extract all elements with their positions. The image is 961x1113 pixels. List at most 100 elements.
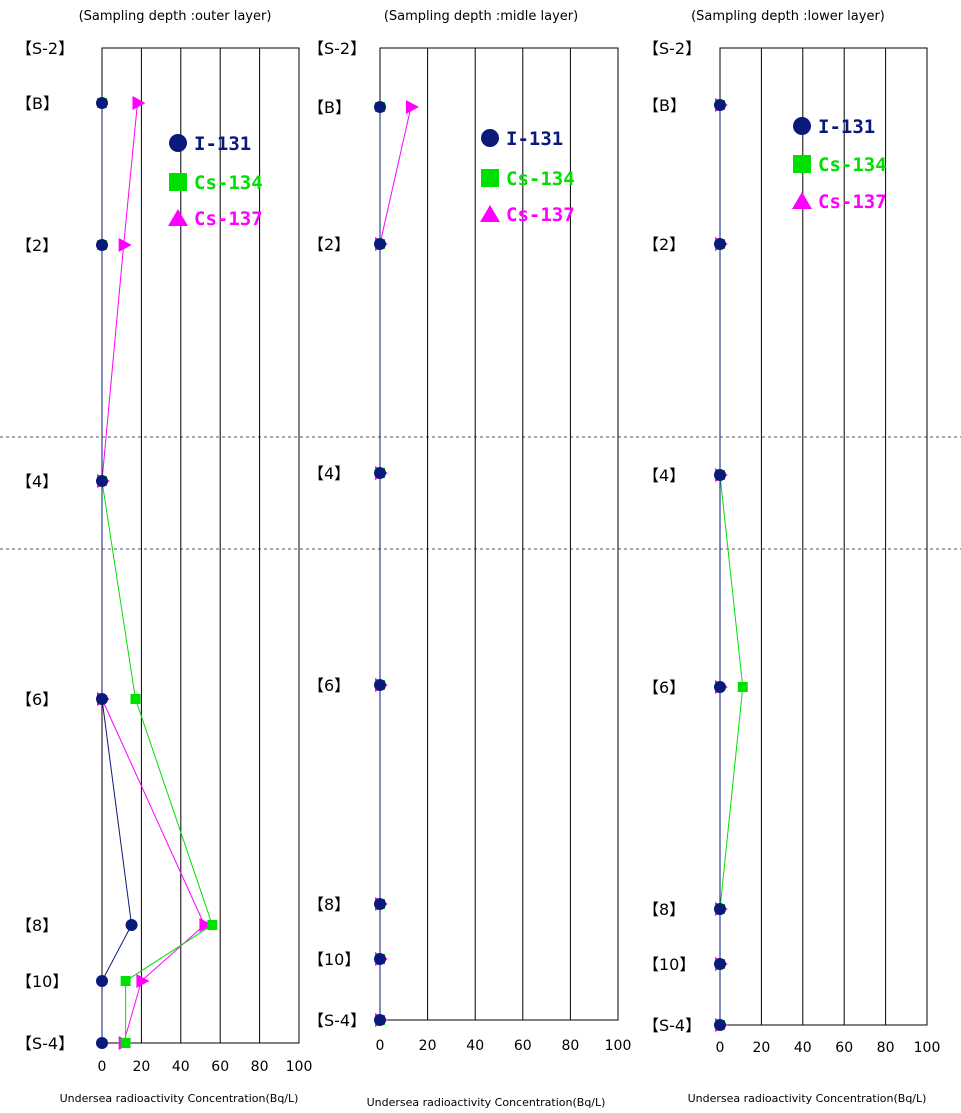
data-point-i-131 [125,919,138,931]
legend-marker-i-131 [169,134,187,152]
x-tick-label: 20 [419,1038,437,1054]
data-point-cs-134 [120,976,131,986]
data-point-i-131 [374,101,386,113]
station-label: 【8】 [308,895,350,914]
x-tick-label: 80 [877,1040,895,1056]
station-label: 【S-4】 [643,1016,701,1035]
legend-label-i-131: I-131 [194,133,251,155]
data-point-i-131 [96,1037,108,1049]
station-label: 【S-2】 [308,39,366,58]
chart-panel-1: 0 20 40 60 80 100 (Sampling depth :outer layer… [16,9,312,1105]
station-label: 【4】 [308,464,350,483]
station-label: 【S-2】 [16,39,74,58]
data-point-cs-137 [132,96,146,110]
legend-label-i-131: I-131 [818,116,875,138]
plot-frame [101,47,300,1044]
x-tick-label: 80 [251,1059,269,1075]
x-tick-label: 100 [286,1059,313,1075]
legend-marker-cs-137 [168,209,188,226]
station-label: 【4】 [643,466,685,485]
data-point-i-131 [714,469,726,481]
chart-title: (Sampling depth :outer layer) [79,9,272,24]
station-label: 【6】 [643,678,685,697]
data-point-cs-134 [130,694,141,704]
legend-marker-cs-137 [792,192,812,209]
data-point-i-131 [374,679,386,691]
x-tick-label: 0 [98,1059,107,1075]
data-point-i-131 [714,238,726,250]
x-axis-label: Undersea radioactivity Concentration(Bq/… [688,1092,927,1105]
chart-panel-2: 0 20 40 60 80 100 (Sampling depth :midle layer… [308,9,631,1109]
station-label: 【10】 [643,955,695,974]
x-tick-label: 60 [514,1038,532,1054]
legend-label-cs-134: Cs-134 [194,172,263,194]
station-label: 【2】 [16,236,58,255]
chart-title: (Sampling depth :lower layer) [691,9,885,24]
data-point-i-131 [96,475,108,487]
x-tick-label: 40 [172,1059,190,1075]
x-axis-label: Undersea radioactivity Concentration(Bq/… [367,1096,606,1109]
data-point-i-131 [374,467,386,479]
x-tick-label: 0 [376,1038,385,1054]
data-point-cs-137 [136,974,150,988]
legend-label-cs-134: Cs-134 [506,168,575,190]
x-tick-label: 40 [794,1040,812,1056]
series-line-cs-137 [101,102,206,1044]
chart-title: (Sampling depth :midle layer) [384,9,578,24]
station-label: 【2】 [308,235,350,254]
legend-label-cs-137: Cs-137 [194,208,263,230]
data-point-cs-134 [737,682,748,692]
plot-frame [379,47,619,1021]
data-point-cs-137 [199,918,213,932]
station-label: 【8】 [643,900,685,919]
data-point-cs-137 [405,100,419,114]
station-label: 【B】 [308,98,351,117]
data-point-cs-134 [207,920,218,930]
x-tick-label: 100 [605,1038,632,1054]
legend-label-cs-134: Cs-134 [818,154,887,176]
x-tick-label: 100 [914,1040,941,1056]
x-tick-label: 20 [752,1040,770,1056]
station-label: 【10】 [16,972,68,991]
legend-marker-cs-134 [481,169,499,187]
data-point-i-131 [714,903,726,915]
x-axis-label: Undersea radioactivity Concentration(Bq/… [60,1092,299,1105]
data-point-i-131 [714,958,726,970]
station-label: 【B】 [16,94,59,113]
x-tick-label: 60 [211,1059,229,1075]
legend-marker-cs-134 [793,155,811,173]
station-label: 【6】 [16,690,58,709]
chart-panel-3: 0 20 40 60 80 100 (Sampling depth :lower layer… [643,9,940,1105]
legend-marker-i-131 [793,117,811,135]
data-point-cs-134 [120,1038,131,1048]
station-label: 【2】 [643,235,685,254]
station-label: 【S-4】 [16,1034,74,1053]
x-tick-label: 40 [466,1038,484,1054]
data-point-i-131 [374,238,386,250]
legend-marker-cs-134 [169,173,187,191]
station-label: 【S-4】 [308,1011,366,1030]
legend-label-cs-137: Cs-137 [818,191,887,213]
station-label: 【6】 [308,676,350,695]
legend-label-i-131: I-131 [506,128,563,150]
data-point-i-131 [374,1014,386,1026]
x-tick-label: 0 [716,1040,725,1056]
station-label: 【S-2】 [643,39,701,58]
x-tick-label: 60 [835,1040,853,1056]
data-point-cs-137 [118,238,132,252]
data-point-i-131 [96,97,108,109]
data-point-i-131 [374,898,386,910]
legend-marker-i-131 [481,129,499,147]
data-point-i-131 [714,681,726,693]
data-point-i-131 [714,1019,726,1031]
legend-marker-cs-137 [480,205,500,222]
x-tick-label: 20 [132,1059,150,1075]
series-line-cs-134 [101,103,213,1043]
station-label: 【10】 [308,950,360,969]
data-point-i-131 [374,953,386,965]
station-label: 【8】 [16,916,58,935]
data-point-i-131 [96,693,108,705]
data-point-i-131 [96,975,108,987]
data-point-i-131 [96,239,108,251]
